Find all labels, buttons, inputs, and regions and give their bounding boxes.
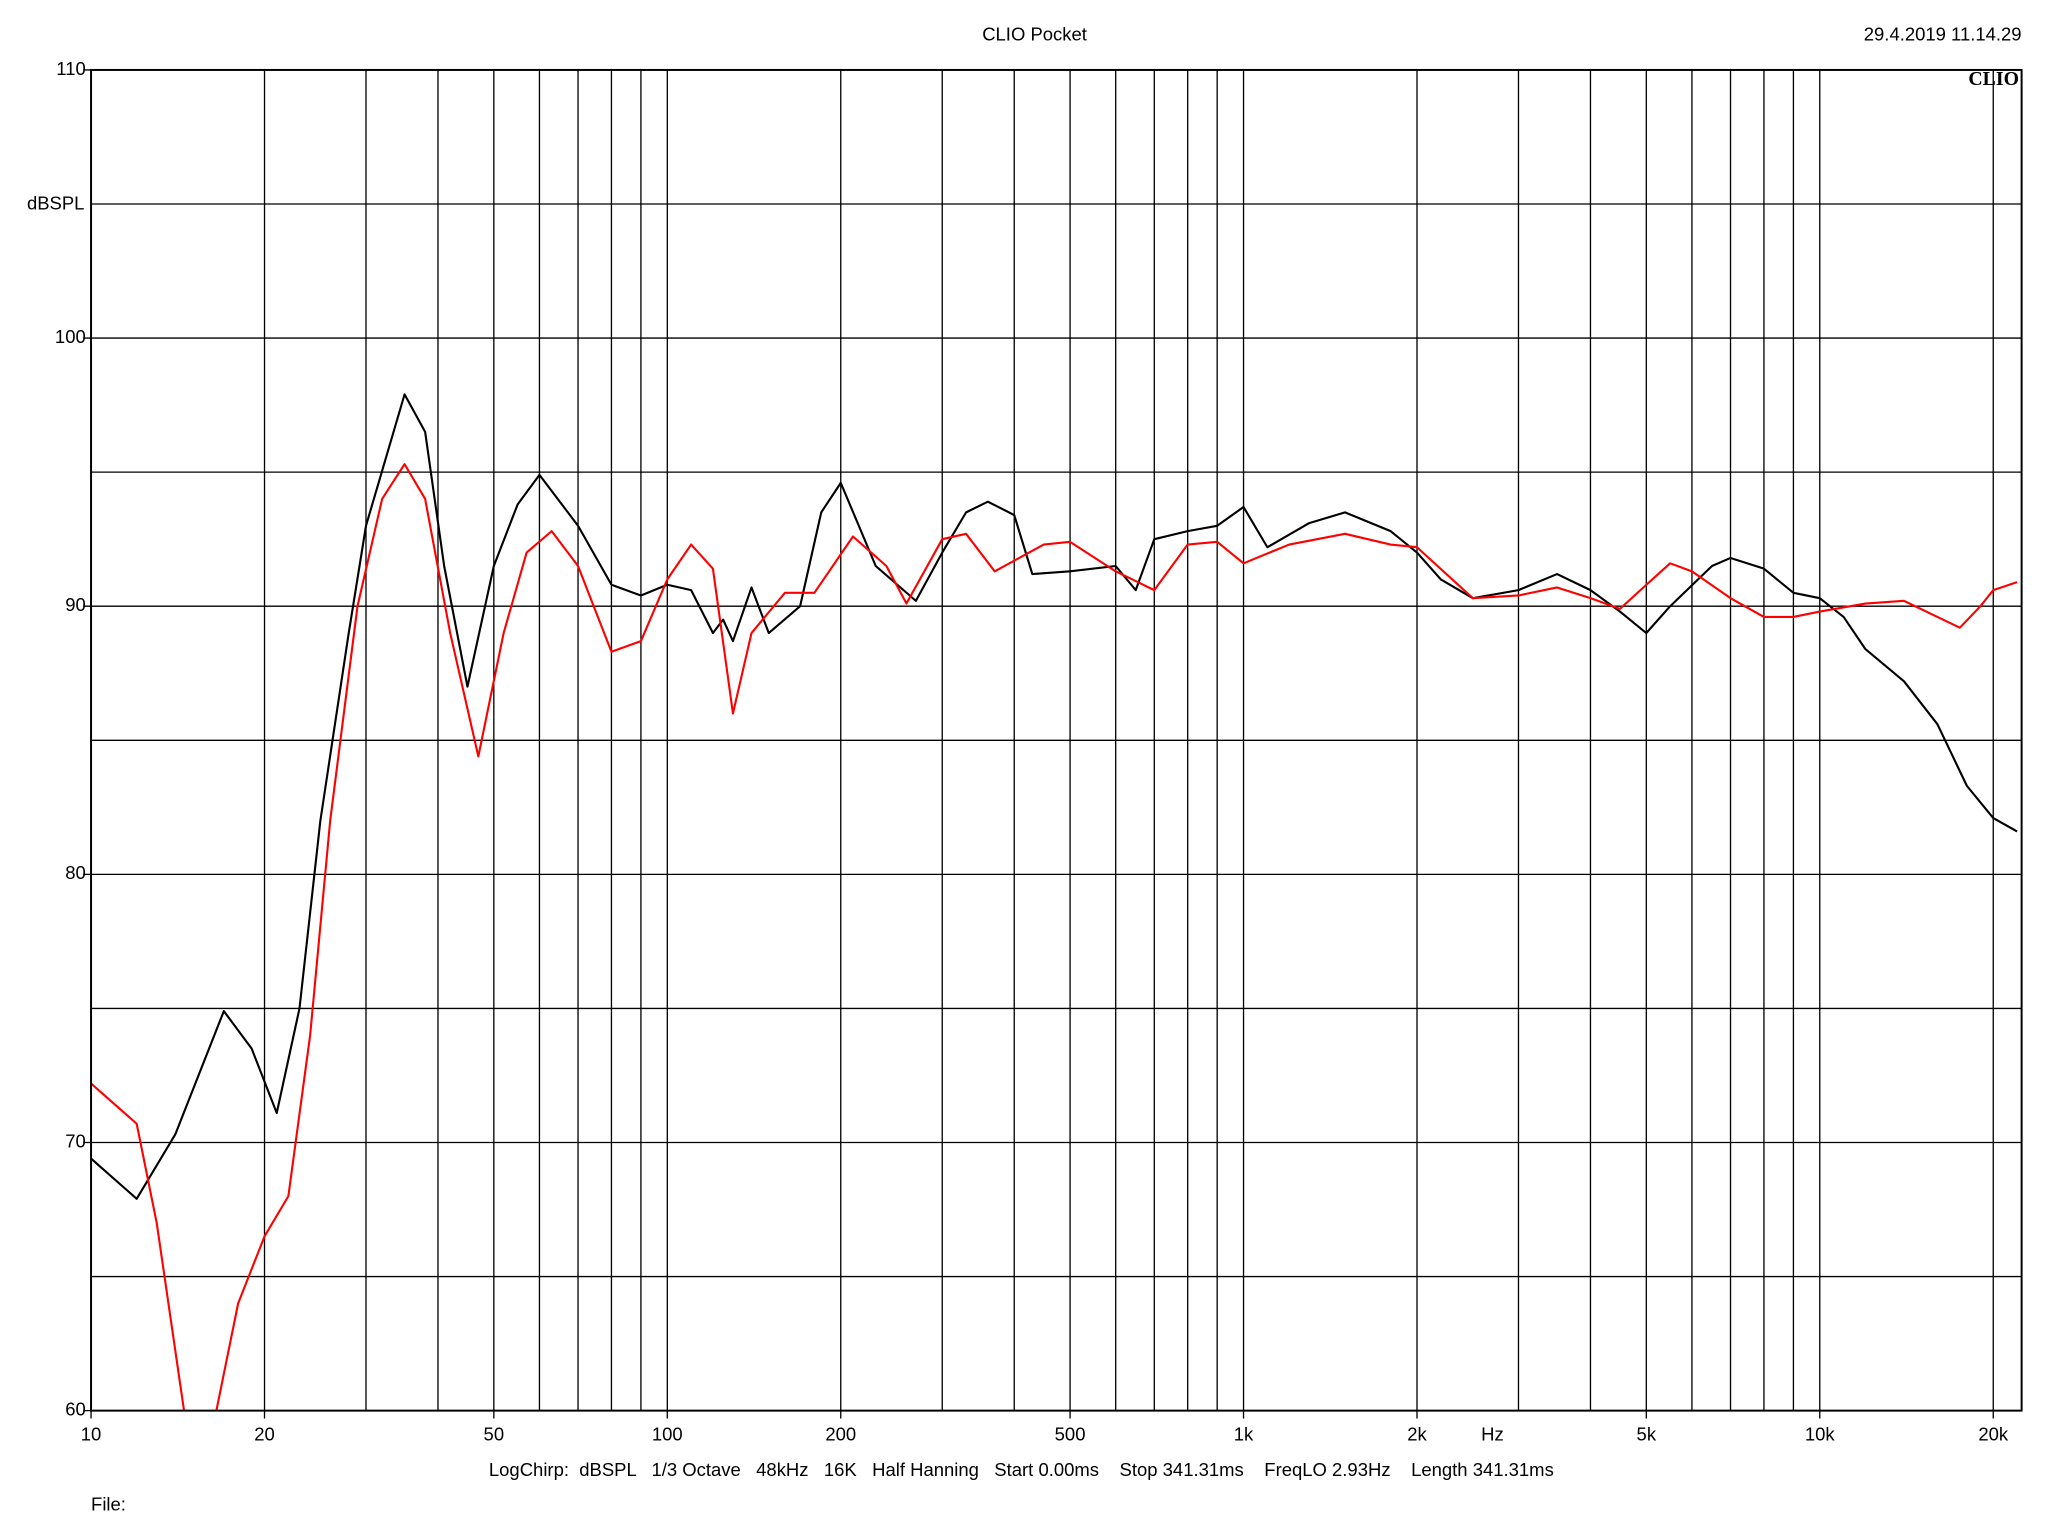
footer: LogChirp: dBSPL 1/3 Octave 48kHz 16K Hal… [489,1459,1554,1480]
y-tick-label: 60 [65,1399,86,1420]
x-tick-label: 50 [484,1424,505,1445]
timestamp: 29.4.2019 11.14.29 [1864,24,2022,45]
chart-title: CLIO Pocket [982,24,1087,45]
x-tick-label: 20k [1978,1424,2009,1445]
x-tick-label: 10k [1805,1424,1836,1445]
x-tick-label: 10 [81,1424,102,1445]
y-axis-label: dBSPL [27,192,85,213]
y-tick-label: 90 [65,594,86,615]
grid [83,69,2022,1419]
frequency-response-line [91,463,2018,1411]
x-tick-label: 100 [652,1424,683,1445]
plot-frame [90,68,2023,1412]
y-tick-label: 70 [65,1130,86,1151]
x-tick-label: 20 [254,1424,275,1445]
y-tick-label: 80 [65,862,86,883]
x-tick-label: 500 [1055,1424,1086,1445]
frequency-response-line [91,393,2018,1200]
x-tick-label: 1k [1234,1424,1254,1445]
x-tick-label: 2k [1407,1424,1427,1445]
y-tick-label: 110 [56,58,85,79]
x-axis-label: Hz [1481,1424,1504,1445]
plot-area [91,393,2018,1411]
x-tick-label: 5k [1637,1424,1657,1445]
x-tick-label: 200 [825,1424,856,1445]
file-label: File: [91,1494,126,1515]
y-tick-label: 100 [55,326,86,347]
